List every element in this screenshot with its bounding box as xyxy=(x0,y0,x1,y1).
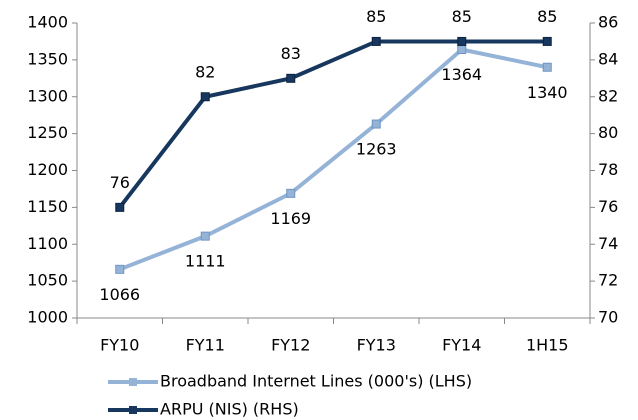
y2-tick-label: 86 xyxy=(598,13,618,32)
y-tick-label: 1050 xyxy=(27,271,68,290)
data-label: 82 xyxy=(195,62,215,81)
data-label: 1340 xyxy=(527,83,568,102)
y-tick-label: 1100 xyxy=(27,234,68,253)
y2-tick-label: 70 xyxy=(598,308,618,327)
x-tick-label: 1H15 xyxy=(526,336,569,355)
x-tick-label: FY11 xyxy=(186,336,225,355)
marker xyxy=(542,62,552,72)
marker xyxy=(200,231,210,241)
marker xyxy=(200,92,210,102)
legend-marker xyxy=(129,378,137,386)
data-label: 85 xyxy=(366,7,386,26)
y-tick-label: 1000 xyxy=(27,308,68,327)
y2-tick-label: 80 xyxy=(598,123,618,142)
marker xyxy=(115,202,125,212)
data-label: 1263 xyxy=(356,140,397,159)
data-label: 83 xyxy=(281,44,301,63)
y2-tick-label: 72 xyxy=(598,271,618,290)
x-tick-label: FY13 xyxy=(357,336,396,355)
y-tick-label: 1150 xyxy=(27,197,68,216)
y2-tick-label: 84 xyxy=(598,49,618,68)
y-tick-label: 1350 xyxy=(27,49,68,68)
marker xyxy=(371,119,381,129)
marker xyxy=(286,188,296,198)
marker xyxy=(542,36,552,46)
marker xyxy=(457,36,467,46)
data-label: 85 xyxy=(537,7,557,26)
legend-marker xyxy=(129,406,137,414)
y-tick-label: 1250 xyxy=(27,123,68,142)
y-tick-label: 1300 xyxy=(27,86,68,105)
legend-label: ARPU (NIS) (RHS) xyxy=(160,400,299,419)
data-label: 1169 xyxy=(270,209,311,228)
data-label: 85 xyxy=(452,7,472,26)
marker xyxy=(371,36,381,46)
marker xyxy=(115,264,125,274)
data-label: 1364 xyxy=(441,65,482,84)
marker xyxy=(457,45,467,55)
y2-tick-label: 76 xyxy=(598,197,618,216)
x-tick-label: FY14 xyxy=(442,336,481,355)
series-line xyxy=(118,39,548,209)
legend-label: Broadband Internet Lines (000's) (LHS) xyxy=(160,372,472,391)
y-tick-label: 1400 xyxy=(27,13,68,32)
data-label: 1111 xyxy=(185,252,226,271)
y2-tick-label: 82 xyxy=(598,86,618,105)
data-label: 76 xyxy=(110,173,130,192)
y-tick-label: 1200 xyxy=(27,160,68,179)
x-tick-label: FY10 xyxy=(100,336,139,355)
y2-tick-label: 74 xyxy=(598,234,618,253)
data-label: 1066 xyxy=(99,285,140,304)
x-tick-label: FY12 xyxy=(271,336,310,355)
marker xyxy=(286,73,296,83)
series-line xyxy=(119,47,548,272)
y2-tick-label: 78 xyxy=(598,160,618,179)
